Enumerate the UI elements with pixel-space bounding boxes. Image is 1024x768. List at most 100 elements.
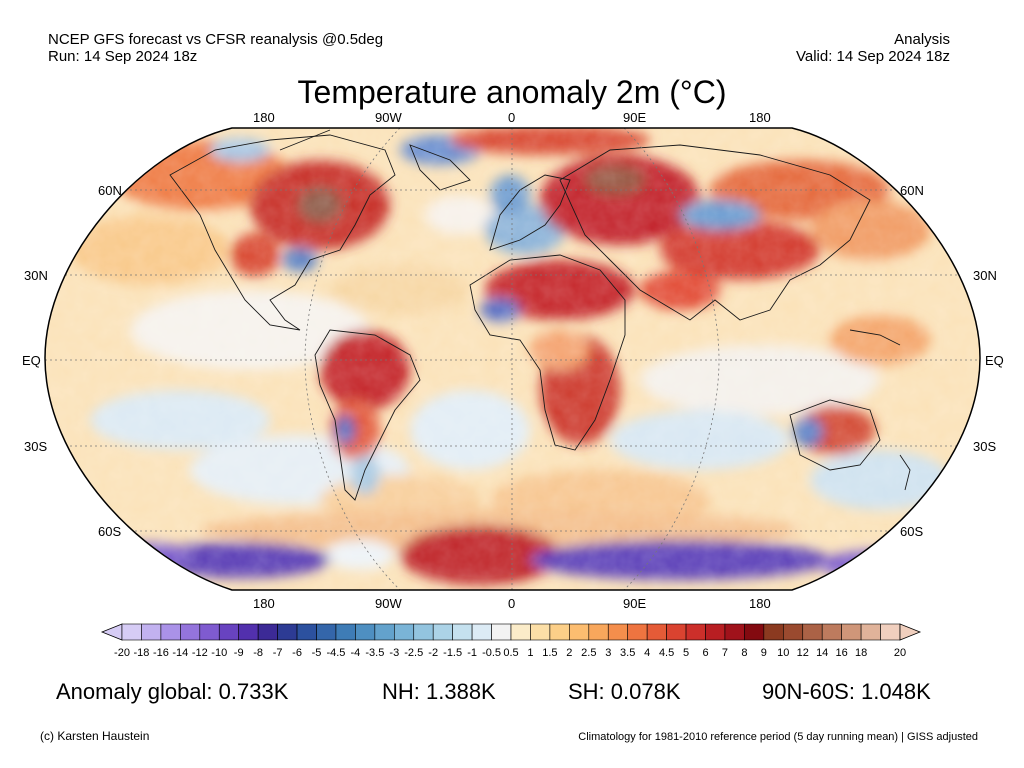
colorbar-tick-label: 1: [527, 647, 533, 659]
colorbar-swatch: [530, 623, 551, 641]
colorbar-swatch: [218, 623, 240, 641]
colorbar-swatch: [296, 623, 317, 641]
colorbar-tick-label: -10: [211, 647, 227, 659]
lat-label-left-60s: 60S: [98, 524, 122, 539]
colorbar-swatch: [180, 623, 201, 641]
colorbar-swatch: [588, 623, 609, 641]
colorbar-swatch: [393, 623, 415, 641]
colorbar-swatch: [685, 623, 706, 641]
colorbar-swatch: [238, 623, 259, 641]
colorbar-swatch: [121, 623, 142, 641]
colorbar-tick-label: 3: [605, 647, 611, 659]
colorbar-tick-label: 1.5: [542, 647, 557, 659]
colorbar-swatch: [666, 623, 687, 641]
colorbar-tick-label: -9: [234, 647, 244, 659]
colorbar-tick-label: -12: [192, 647, 208, 659]
colorbar-tick-label: 12: [797, 647, 809, 659]
lon-label-top-180e: 180: [749, 110, 771, 125]
stat-nh: NH: 1.388K: [382, 679, 496, 704]
globe-outline: [44, 127, 981, 591]
colorbar-swatch: [510, 623, 531, 641]
climatology-note: Climatology for 1981-2010 reference peri…: [578, 731, 978, 743]
lat-label-right-30s: 30S: [973, 439, 997, 454]
colorbar-tick-label: 10: [777, 647, 789, 659]
lon-label-top-0: 0: [508, 110, 516, 125]
colorbar-tick-label: 0.5: [503, 647, 518, 659]
colorbar-swatch: [569, 623, 590, 641]
colorbar-tick-label: -3.5: [365, 647, 384, 659]
lat-label-left-30n: 30N: [24, 268, 48, 283]
colorbar-tick-label: -2: [428, 647, 438, 659]
colorbar-swatch: [802, 623, 823, 641]
lon-label-top-90w: 90W: [375, 110, 402, 125]
colorbar-swatch: [860, 623, 881, 641]
colorbar-tick-label: -4.5: [326, 647, 345, 659]
colorbar-tick-label: -8: [253, 647, 263, 659]
colorbar-tick-label: -14: [172, 647, 188, 659]
colorbar-tick-label: -16: [153, 647, 169, 659]
colorbar-tick-label: 7: [722, 647, 728, 659]
analysis-label: Analysis: [894, 31, 950, 48]
colorbar-swatch: [160, 623, 181, 641]
run-time: Run: 14 Sep 2024 18z: [48, 48, 198, 65]
colorbar-tick-label: 14: [816, 647, 828, 659]
colorbar-tick-label: -1: [467, 647, 477, 659]
colorbar-tick-label: -20: [114, 647, 130, 659]
colorbar-tick-label: 8: [741, 647, 747, 659]
copyright: (c) Karsten Haustein: [40, 729, 150, 743]
colorbar-tick-label: -4: [351, 647, 361, 659]
lon-label-bottom-90e: 90E: [623, 596, 647, 611]
lon-label-bottom-180w: 180: [253, 596, 275, 611]
colorbar-swatch: [880, 623, 901, 641]
colorbar-tick-label: 2.5: [581, 647, 596, 659]
map-field: [45, 128, 980, 590]
colorbar-tick-label: -3: [389, 647, 399, 659]
colorbar-swatch: [316, 623, 337, 641]
lat-label-right-60n: 60N: [900, 183, 924, 198]
lon-label-bottom-0: 0: [508, 596, 516, 611]
colorbar-tick-label: 16: [836, 647, 848, 659]
colorbar-swatch: [744, 623, 765, 641]
colorbar-swatch: [821, 623, 842, 641]
coastlines: [169, 129, 911, 501]
colorbar-tick-label: -2.5: [404, 647, 423, 659]
lon-label-bottom-90w: 90W: [375, 596, 402, 611]
colorbar-tick-label: 5: [683, 647, 689, 659]
colorbar-tick-label: 18: [855, 647, 867, 659]
lon-label-bottom-180e: 180: [749, 596, 771, 611]
colorbar-tick-label: -5: [312, 647, 322, 659]
lat-label-left-eq: EQ: [22, 353, 41, 368]
colorbar-swatch: [782, 623, 804, 641]
lat-label-right-60s: 60S: [900, 524, 924, 539]
colorbar-swatch: [335, 623, 356, 641]
colorbar-tick-label: 20: [894, 647, 906, 659]
colorbar-tick-label: 9: [761, 647, 767, 659]
colorbar-swatch: [432, 623, 453, 641]
colorbar-tick-label: -1.5: [443, 647, 462, 659]
lat-label-left-60n: 60N: [98, 183, 122, 198]
colorbar-swatch: [724, 623, 745, 641]
colorbar-tick-label: -18: [133, 647, 149, 659]
colorbar-swatch: [491, 623, 512, 641]
colorbar-swatch: [607, 623, 629, 641]
colorbar-tick-label: -6: [292, 647, 302, 659]
graticule: [45, 128, 980, 590]
colorbar-swatch: [841, 623, 862, 641]
colorbar-swatch: [355, 623, 376, 641]
colorbar-tick-label: 4.5: [659, 647, 674, 659]
lat-label-left-30s: 30S: [24, 439, 48, 454]
lon-label-top-90e: 90E: [623, 110, 647, 125]
colorbar-swatch: [141, 623, 162, 641]
colorbar-swatch: [374, 623, 395, 641]
colorbar-swatch: [549, 623, 570, 641]
stat-90n-60s: 90N-60S: 1.048K: [762, 679, 931, 704]
lat-label-right-eq: EQ: [985, 353, 1004, 368]
colorbar-swatch: [705, 623, 726, 641]
colorbar-swatch: [199, 623, 220, 641]
colorbar-swatch: [452, 623, 473, 641]
model-run-title: NCEP GFS forecast vs CFSR reanalysis @0.…: [48, 31, 384, 48]
lat-label-right-30n: 30N: [973, 268, 997, 283]
colorbar-swatch: [627, 623, 648, 641]
